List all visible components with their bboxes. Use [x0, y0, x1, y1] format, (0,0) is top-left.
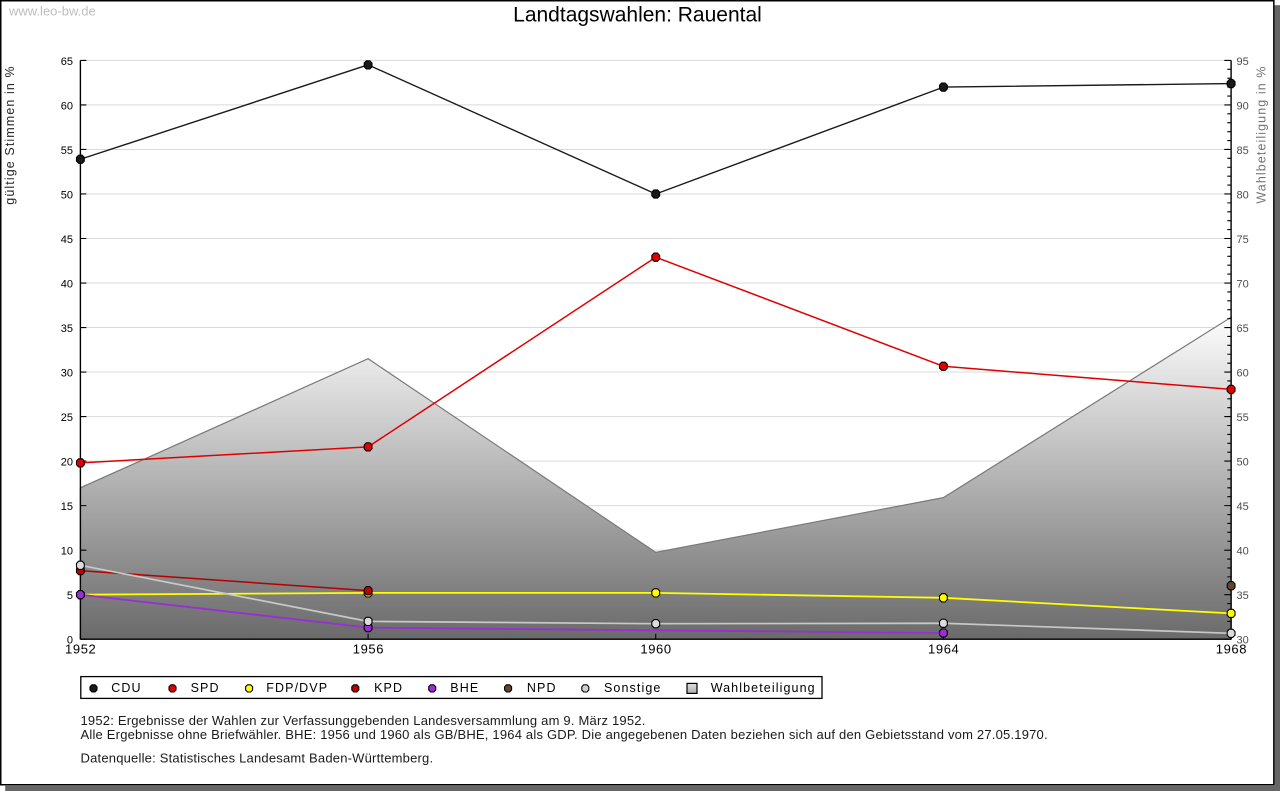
- svg-text:1952: Ergebnisse der Wahlen zu: 1952: Ergebnisse der Wahlen zur Verfassu…: [81, 713, 646, 728]
- svg-text:45: 45: [1237, 501, 1249, 513]
- svg-text:NPD: NPD: [527, 681, 557, 695]
- svg-text:70: 70: [1237, 279, 1249, 291]
- svg-text:0: 0: [67, 635, 73, 647]
- svg-text:50: 50: [61, 189, 73, 201]
- svg-text:Alle Ergebnisse ohne Briefwähl: Alle Ergebnisse ohne Briefwähler. BHE: 1…: [81, 727, 1048, 742]
- svg-text:55: 55: [61, 145, 73, 157]
- svg-text:1956: 1956: [353, 642, 384, 657]
- svg-text:Sonstige: Sonstige: [604, 681, 661, 695]
- svg-text:1964: 1964: [928, 642, 959, 657]
- svg-text:65: 65: [1237, 323, 1249, 335]
- svg-text:95: 95: [1237, 56, 1249, 68]
- svg-text:1952: 1952: [65, 642, 96, 657]
- svg-text:60: 60: [1237, 368, 1249, 380]
- svg-text:5: 5: [67, 590, 73, 602]
- svg-text:Datenquelle: Statistisches Lan: Datenquelle: Statistisches Landesamt Bad…: [81, 751, 434, 766]
- svg-text:CDU: CDU: [111, 681, 141, 695]
- svg-text:30: 30: [1237, 635, 1249, 647]
- svg-text:35: 35: [1237, 590, 1249, 602]
- svg-text:40: 40: [61, 279, 73, 291]
- svg-text:55: 55: [1237, 412, 1249, 424]
- svg-text:65: 65: [61, 56, 73, 68]
- svg-text:KPD: KPD: [374, 681, 403, 695]
- svg-text:85: 85: [1237, 145, 1249, 157]
- svg-text:1960: 1960: [640, 642, 671, 657]
- svg-text:50: 50: [1237, 457, 1249, 469]
- svg-text:FDP/DVP: FDP/DVP: [266, 681, 328, 695]
- svg-text:75: 75: [1237, 234, 1249, 246]
- svg-text:BHE: BHE: [450, 681, 479, 695]
- svg-text:Landtagswahlen: Rauental: Landtagswahlen: Rauental: [513, 4, 762, 27]
- svg-text:45: 45: [61, 234, 73, 246]
- svg-text:www.leo-bw.de: www.leo-bw.de: [8, 4, 96, 19]
- svg-text:SPD: SPD: [191, 681, 220, 695]
- svg-text:10: 10: [61, 546, 73, 558]
- svg-text:35: 35: [61, 323, 73, 335]
- svg-text:20: 20: [61, 457, 73, 469]
- svg-text:Wahlbeteiligung in %: Wahlbeteiligung in %: [1255, 65, 1269, 203]
- svg-text:80: 80: [1237, 189, 1249, 201]
- svg-text:Wahlbeteiligung: Wahlbeteiligung: [711, 681, 816, 695]
- svg-text:1968: 1968: [1216, 642, 1247, 657]
- svg-text:40: 40: [1237, 546, 1249, 558]
- svg-text:15: 15: [61, 501, 73, 513]
- svg-text:30: 30: [61, 368, 73, 380]
- svg-text:60: 60: [61, 100, 73, 112]
- svg-text:90: 90: [1237, 100, 1249, 112]
- svg-text:25: 25: [61, 412, 73, 424]
- svg-text:gültige Stimmen in %: gültige Stimmen in %: [3, 65, 17, 204]
